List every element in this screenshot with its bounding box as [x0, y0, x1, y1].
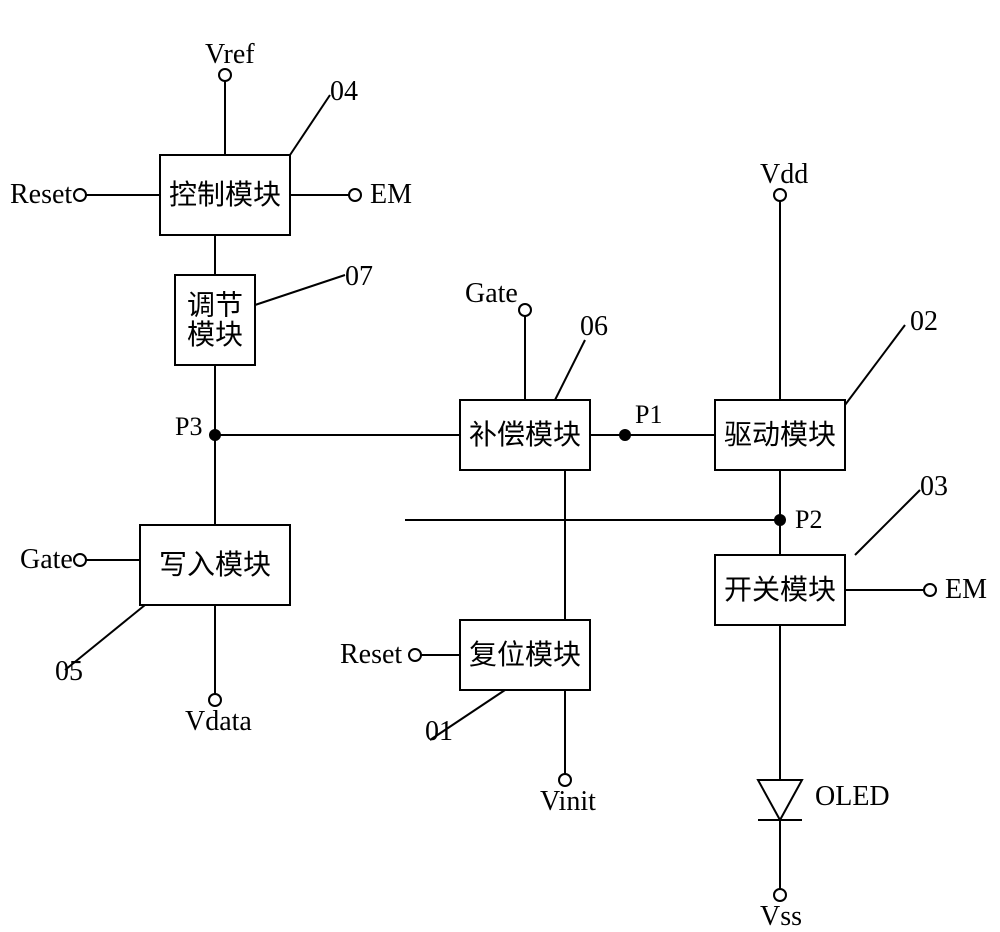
id-label-03: 03	[920, 471, 948, 502]
terminal-label-reset1: Reset	[10, 179, 72, 210]
terminal-em2	[924, 584, 936, 596]
terminal-label-em1: EM	[370, 179, 412, 210]
terminal-reset2	[409, 649, 421, 661]
module-label-adjust: 模块	[187, 319, 243, 351]
terminal-vdata	[209, 694, 221, 706]
oled-label: OLED	[815, 781, 890, 812]
circuit-diagram: OLED 控制模块调节模块写入模块 补偿模块复位模块 驱动模块开关模块 P1 P2 P3 Vr…	[0, 0, 1000, 932]
leader-04	[290, 95, 330, 155]
terminal-label-gate1: Gate	[20, 544, 73, 575]
terminal-label-vinit: Vinit	[540, 786, 596, 817]
terminal-label-vref: Vref	[205, 39, 255, 70]
id-label-01: 01	[425, 716, 453, 747]
id-label-07: 07	[345, 261, 373, 292]
node-label-p1: P1	[635, 400, 662, 429]
terminal-label-vdd: Vdd	[760, 159, 808, 190]
module-label-switch: 开关模块	[724, 574, 836, 606]
terminal-label-vdata: Vdata	[185, 706, 252, 737]
module-label-adjust: 调节	[187, 289, 243, 321]
module-label-control: 控制模块	[169, 179, 281, 211]
terminal-vref	[219, 69, 231, 81]
leader-03	[855, 490, 920, 555]
terminal-vss	[774, 889, 786, 901]
node-p1	[619, 429, 631, 441]
terminal-vdd	[774, 189, 786, 201]
terminal-gatec	[519, 304, 531, 316]
leader-02	[845, 325, 905, 405]
id-label-06: 06	[580, 311, 608, 342]
terminal-label-em2: EM	[945, 574, 987, 605]
module-label-comp: 补偿模块	[469, 419, 581, 451]
id-label-04: 04	[330, 76, 358, 107]
terminal-em1	[349, 189, 361, 201]
leader-07	[255, 275, 345, 305]
oled-anode-icon	[758, 780, 802, 820]
module-label-drive: 驱动模块	[724, 419, 836, 451]
leader-06	[555, 340, 585, 400]
terminal-gate1	[74, 554, 86, 566]
terminal-vinit	[559, 774, 571, 786]
terminal-label-reset2: Reset	[340, 639, 402, 670]
node-label-p3: P3	[175, 412, 202, 441]
module-label-reset: 复位模块	[469, 639, 581, 671]
node-p2	[774, 514, 786, 526]
terminal-label-vss: Vss	[760, 901, 802, 932]
node-label-p2: P2	[795, 505, 822, 534]
node-p3	[209, 429, 221, 441]
terminal-label-gatec: Gate	[465, 278, 518, 309]
id-label-05: 05	[55, 656, 83, 687]
module-label-write: 写入模块	[159, 549, 271, 581]
terminal-reset1	[74, 189, 86, 201]
id-label-02: 02	[910, 306, 938, 337]
